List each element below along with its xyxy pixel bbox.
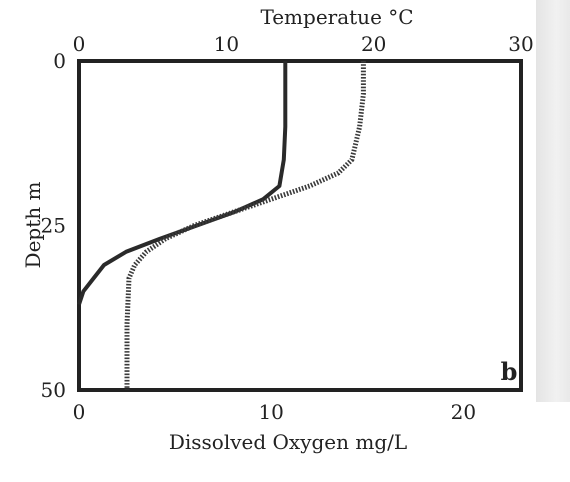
y-tick-label: 50 [41, 378, 66, 402]
y-tick-label: 25 [41, 214, 66, 238]
panel-label: b [501, 357, 518, 386]
scan-edge-shade [536, 0, 570, 402]
bottom-tick-label: 0 [73, 400, 86, 424]
y-axis-title: Depth m [21, 182, 45, 269]
y-tick-label: 0 [53, 49, 66, 73]
solid-series-line [77, 61, 288, 306]
top-axis-title: Temperatue °C [260, 5, 413, 29]
top-tick-label: 20 [361, 32, 386, 56]
bottom-axis-title: Dissolved Oxygen mg/L [169, 430, 407, 454]
top-tick-label: 10 [214, 32, 239, 56]
plot-frame [77, 59, 523, 392]
bottom-tick-label: 10 [258, 400, 283, 424]
dotted-series-line [124, 61, 366, 390]
top-tick-label: 0 [73, 32, 86, 56]
top-tick-label: 30 [508, 32, 533, 56]
bottom-tick-label: 20 [451, 400, 476, 424]
